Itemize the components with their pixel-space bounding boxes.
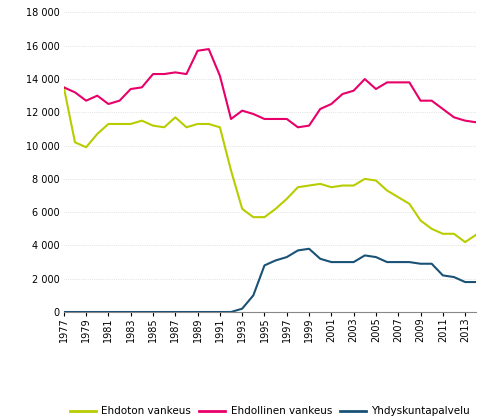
Legend: Ehdoton vankeus, Ehdollinen vankeus, Yhdyskuntapalvelu: Ehdoton vankeus, Ehdollinen vankeus, Yhd… (66, 402, 474, 416)
